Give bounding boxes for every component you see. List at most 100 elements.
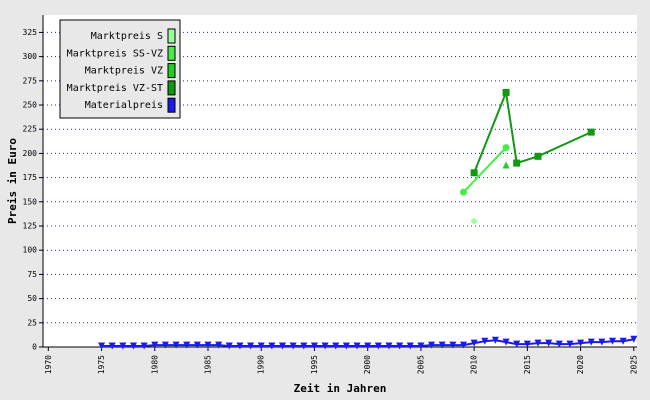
x-tick-label: 2020	[576, 355, 585, 374]
y-tick-label: 225	[23, 125, 38, 134]
marker	[459, 188, 467, 196]
marker	[598, 338, 606, 346]
x-tick-label: 1970	[44, 355, 53, 374]
y-tick-label: 175	[23, 173, 38, 182]
marker	[438, 341, 446, 349]
legend-box	[59, 19, 181, 119]
marker	[119, 342, 127, 350]
legend-swatch	[167, 80, 176, 96]
marker	[161, 341, 169, 349]
y-tick-label: 0	[32, 343, 37, 352]
marker	[140, 342, 148, 350]
marker	[406, 342, 414, 350]
legend-swatch	[167, 63, 176, 79]
marker	[577, 339, 585, 347]
marker	[587, 128, 595, 136]
y-tick-label: 125	[23, 222, 38, 231]
x-tick-label: 1975	[97, 355, 106, 374]
marker	[428, 341, 436, 349]
marker	[449, 341, 457, 349]
marker	[225, 342, 233, 350]
x-tick-label: 2010	[470, 355, 479, 374]
y-tick-label: 150	[23, 197, 38, 206]
marker	[193, 341, 201, 349]
marker	[268, 342, 276, 350]
marker	[619, 337, 627, 345]
legend-swatch	[167, 45, 176, 61]
legend-label: Materialpreis	[85, 100, 163, 111]
marker	[502, 338, 510, 346]
y-tick-label: 25	[27, 318, 37, 327]
marker	[300, 342, 308, 350]
marker	[321, 342, 329, 350]
marker	[215, 341, 223, 349]
y-tick-label: 300	[23, 52, 38, 61]
marker	[353, 342, 361, 350]
y-tick-label: 250	[23, 101, 38, 110]
marker	[523, 340, 531, 348]
marker	[513, 340, 521, 348]
marker	[470, 217, 478, 225]
legend-label: Marktpreis S	[91, 31, 163, 42]
marker	[374, 342, 382, 350]
marker	[587, 338, 595, 346]
marker	[481, 337, 489, 345]
legend-swatch	[167, 28, 176, 44]
marker	[534, 339, 542, 347]
y-tick-label: 75	[27, 270, 37, 279]
marker	[502, 88, 510, 96]
legend-label: Marktpreis VZ	[85, 66, 163, 77]
marker	[98, 342, 106, 350]
marker	[609, 337, 617, 345]
marker	[183, 341, 191, 349]
marker	[470, 169, 478, 177]
marker	[396, 342, 404, 350]
marker	[129, 342, 137, 350]
marker	[470, 339, 478, 347]
y-tick-label: 325	[23, 28, 38, 37]
marker	[342, 342, 350, 350]
y-tick-label: 100	[23, 246, 38, 255]
marker	[364, 342, 372, 350]
legend-swatch	[167, 97, 176, 113]
y-tick-label: 275	[23, 76, 38, 85]
y-tick-label: 50	[27, 294, 37, 303]
marker	[310, 342, 318, 350]
x-axis-title: Zeit in Jahren	[294, 382, 387, 395]
marker	[257, 342, 265, 350]
series-line	[462, 146, 507, 193]
x-tick-label: 2005	[416, 355, 425, 374]
marker	[513, 159, 521, 167]
marker	[566, 340, 574, 348]
marker	[279, 342, 287, 350]
legend-label: Marktpreis VZ-ST	[67, 83, 163, 94]
x-tick-label: 2000	[363, 355, 372, 374]
x-tick-label: 1995	[310, 355, 319, 374]
marker	[151, 341, 159, 349]
marker	[630, 335, 638, 343]
marker	[108, 342, 116, 350]
marker	[385, 342, 393, 350]
marker	[491, 336, 499, 344]
marker	[534, 152, 542, 160]
marker	[502, 144, 510, 152]
marker	[417, 342, 425, 350]
legend-label: Marktpreis SS-VZ	[67, 48, 163, 59]
x-tick-label: 2025	[629, 355, 638, 374]
marker	[555, 340, 563, 348]
x-tick-label: 2015	[523, 355, 532, 374]
x-tick-label: 1980	[150, 355, 159, 374]
marker	[172, 341, 180, 349]
marker	[459, 341, 467, 349]
y-tick-label: 200	[23, 149, 38, 158]
marker	[236, 342, 244, 350]
x-tick-label: 1985	[204, 355, 213, 374]
y-axis-title: Preis in Euro	[6, 138, 19, 224]
marker	[204, 341, 212, 349]
marker	[289, 342, 297, 350]
marker	[502, 161, 510, 169]
marker	[545, 339, 553, 347]
x-tick-label: 1990	[257, 355, 266, 374]
